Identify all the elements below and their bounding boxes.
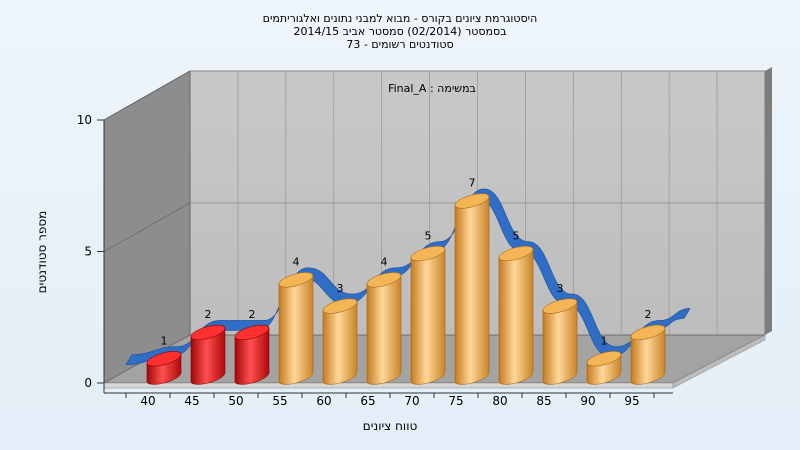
floor-edge-front <box>103 382 674 389</box>
bar <box>410 245 446 385</box>
bar-value-label: 5 <box>425 229 432 242</box>
title: היסטוגרמת ציונים בקורס - מבוא למבני נתונ… <box>263 12 538 51</box>
bar-value-label: 3 <box>337 282 344 295</box>
x-tick-label: 90 <box>580 394 595 408</box>
bar <box>366 272 402 385</box>
grid <box>103 70 765 335</box>
bar-value-label: 7 <box>469 177 476 190</box>
bar <box>190 324 226 385</box>
title-line-3: סטודנטים רשומים - 73 <box>346 38 453 51</box>
trend-ribbon <box>125 188 691 366</box>
y-tick-labels: 0 5 10 <box>77 113 104 390</box>
bar-value-label: 5 <box>513 229 520 242</box>
x-tick-label: 45 <box>184 394 199 408</box>
bar-value-label: 4 <box>293 256 300 269</box>
x-tick-label: 50 <box>228 394 243 408</box>
bars: 1 2 2 4 3 4 5 7 5 3 1 2 <box>146 177 666 385</box>
bar <box>542 298 578 385</box>
x-tick-label: 80 <box>492 394 507 408</box>
bar <box>322 298 358 385</box>
bar <box>454 193 490 385</box>
x-tick-label: 75 <box>448 394 463 408</box>
title-line-1: היסטוגרמת ציונים בקורס - מבוא למבני נתונ… <box>263 12 538 25</box>
title-line-2: בסמסטר (02/2014) סמסטר אביב 2014/15 <box>293 25 506 38</box>
bar <box>234 324 270 385</box>
back-wall-edge <box>765 67 772 335</box>
bar-value-label: 1 <box>601 334 608 347</box>
x-tick-label: 85 <box>536 394 551 408</box>
bar <box>278 272 314 385</box>
x-tick-label: 95 <box>624 394 639 408</box>
x-tick-label: 40 <box>140 394 155 408</box>
bar-value-label: 2 <box>645 308 652 321</box>
x-tick-label: 55 <box>272 394 287 408</box>
bar-value-label: 4 <box>381 256 388 269</box>
x-axis-label: טווח ציונים <box>363 419 418 433</box>
axes <box>103 120 673 394</box>
bar <box>630 324 666 385</box>
bar-value-label: 3 <box>557 282 564 295</box>
y-tick-label: 5 <box>84 245 92 259</box>
y-axis-label: מספר סטודנטים <box>35 211 49 294</box>
bar-value-label: 2 <box>249 308 256 321</box>
y-tick-label: 10 <box>77 113 92 127</box>
x-tick-label: 70 <box>404 394 419 408</box>
y-tick-label: 0 <box>84 376 92 390</box>
bar-value-label: 1 <box>161 334 168 347</box>
bar <box>586 351 622 385</box>
floor-edge-side <box>672 334 766 389</box>
x-tick-labels: 40 45 50 55 60 65 70 75 80 85 90 95 <box>125 393 655 408</box>
bar <box>146 351 182 385</box>
bar <box>498 245 534 385</box>
x-tick-label: 65 <box>360 394 375 408</box>
trend-curve <box>125 188 691 366</box>
inner-label: במשימה : Final_A <box>388 82 476 95</box>
x-tick-label: 60 <box>316 394 331 408</box>
bar-value-label: 2 <box>205 308 212 321</box>
